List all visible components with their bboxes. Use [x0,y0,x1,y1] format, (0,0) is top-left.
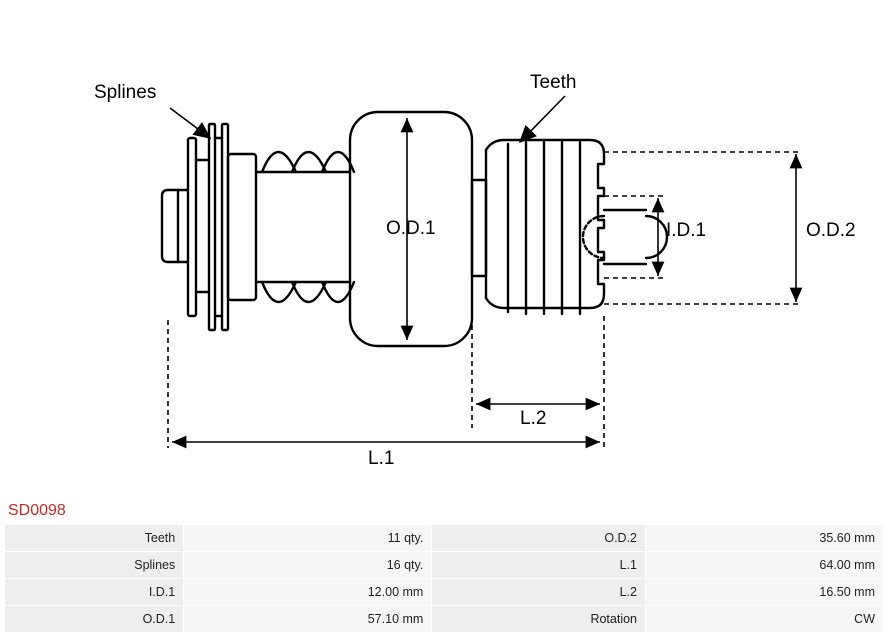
technical-drawing: Splines Teeth O.D.1 I.D.1 O.D.2 L.2 L.1 [10,20,880,490]
label-l1: L.1 [368,448,394,470]
spec-value: 16.50 mm [646,579,883,605]
spec-value: 11 qty. [184,525,431,551]
spec-key: L.1 [432,552,645,578]
spec-value: 64.00 mm [646,552,883,578]
spec-key: O.D.2 [432,525,645,551]
spec-table: Teeth11 qty.O.D.235.60 mmSplines16 qty.L… [4,524,884,633]
spec-key: Rotation [432,606,645,632]
spec-key: Splines [5,552,183,578]
part-number: SD0098 [8,502,66,520]
table-row: Splines16 qty.L.164.00 mm [5,552,883,578]
label-id1: I.D.1 [666,220,706,242]
spec-value: CW [646,606,883,632]
table-row: O.D.157.10 mmRotationCW [5,606,883,632]
label-od1: O.D.1 [386,218,436,240]
spec-value: 12.00 mm [184,579,431,605]
spec-value: 16 qty. [184,552,431,578]
spec-key: Teeth [5,525,183,551]
table-row: Teeth11 qty.O.D.235.60 mm [5,525,883,551]
spec-value: 35.60 mm [646,525,883,551]
spec-key: L.2 [432,579,645,605]
spec-value: 57.10 mm [184,606,431,632]
label-splines: Splines [94,82,156,104]
table-row: I.D.112.00 mmL.216.50 mm [5,579,883,605]
spec-key: I.D.1 [5,579,183,605]
label-teeth: Teeth [530,72,576,94]
spec-key: O.D.1 [5,606,183,632]
label-od2: O.D.2 [806,220,856,242]
label-l2: L.2 [520,408,546,430]
